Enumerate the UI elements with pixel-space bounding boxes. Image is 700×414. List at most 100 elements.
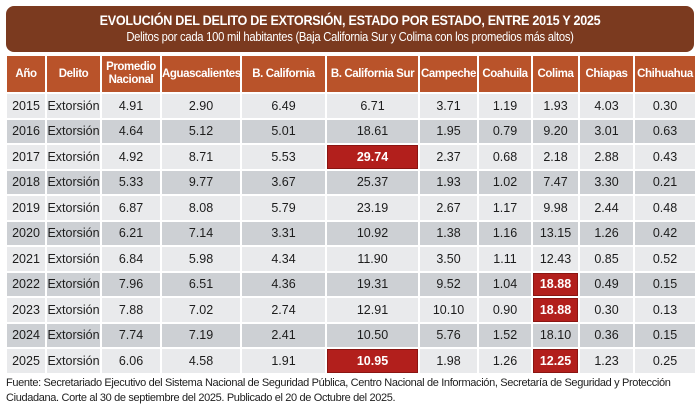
column-header: B. California bbox=[240, 54, 327, 94]
value-cell: 7.02 bbox=[160, 296, 242, 324]
value-cell: 0.90 bbox=[477, 296, 533, 324]
value-cell: 1.52 bbox=[477, 321, 533, 349]
value-cell: 10.10 bbox=[418, 296, 479, 324]
value-cell: 5.12 bbox=[160, 117, 242, 145]
value-cell: 4.91 bbox=[100, 92, 162, 120]
value-cell: 8.08 bbox=[160, 194, 242, 222]
table-row: 2020 Extorsión 6.21 7.14 3.31 10.92 1.38 1.16 13… bbox=[5, 219, 697, 247]
value-cell: 1.17 bbox=[477, 194, 533, 222]
value-cell: 9.77 bbox=[160, 168, 242, 196]
value-cell: 5.98 bbox=[160, 245, 242, 273]
value-cell: 5.33 bbox=[100, 168, 162, 196]
highlighted-cell: 29.74 bbox=[325, 143, 420, 171]
year-cell: 2025 bbox=[5, 347, 47, 375]
value-cell: 6.21 bbox=[100, 219, 162, 247]
highlighted-cell: 10.95 bbox=[325, 347, 420, 375]
year-cell: 2015 bbox=[5, 92, 47, 120]
value-cell: 0.79 bbox=[477, 117, 533, 145]
table-row: 2023 Extorsión 7.88 7.02 2.74 12.91 10.10 0.90 1… bbox=[5, 296, 697, 324]
value-cell: 1.93 bbox=[531, 92, 580, 120]
table-row: 2015 Extorsión 4.91 2.90 6.49 6.71 3.71 1.19 1.9… bbox=[5, 92, 697, 120]
column-header: Campeche bbox=[418, 54, 479, 94]
year-cell: 2017 bbox=[5, 143, 47, 171]
value-cell: 6.84 bbox=[100, 245, 162, 273]
value-cell: 6.06 bbox=[100, 347, 162, 375]
value-cell: 18.61 bbox=[325, 117, 420, 145]
value-cell: 23.19 bbox=[325, 194, 420, 222]
year-cell: 2021 bbox=[5, 245, 47, 273]
value-cell: 2.37 bbox=[418, 143, 479, 171]
value-cell: 0.15 bbox=[633, 321, 697, 349]
value-cell: 0.43 bbox=[633, 143, 697, 171]
value-cell: 0.36 bbox=[578, 321, 635, 349]
value-cell: 1.98 bbox=[418, 347, 479, 375]
value-cell: 1.26 bbox=[477, 347, 533, 375]
table-row: 2021 Extorsión 6.84 5.98 4.34 11.90 3.50 1.11 12… bbox=[5, 245, 697, 273]
value-cell: 2.90 bbox=[160, 92, 242, 120]
value-cell: 0.30 bbox=[633, 92, 697, 120]
value-cell: 6.51 bbox=[160, 270, 242, 298]
crime-cell: Extorsión bbox=[45, 321, 102, 349]
value-cell: 5.01 bbox=[240, 117, 327, 145]
column-header: Coahuila bbox=[477, 54, 533, 94]
value-cell: 3.71 bbox=[418, 92, 479, 120]
value-cell: 1.91 bbox=[240, 347, 327, 375]
title-banner: EVOLUCIÓN DEL DELITO DE EXTORSIÓN, ESTAD… bbox=[6, 6, 694, 52]
value-cell: 13.15 bbox=[531, 219, 580, 247]
value-cell: 7.88 bbox=[100, 296, 162, 324]
table-row: 2025 Extorsión 6.06 4.58 1.91 10.95 1.98 1.26 12… bbox=[5, 347, 697, 375]
value-cell: 18.10 bbox=[531, 321, 580, 349]
table-row: 2016 Extorsión 4.64 5.12 5.01 18.61 1.95 0.79 9.… bbox=[5, 117, 697, 145]
value-cell: 3.31 bbox=[240, 219, 327, 247]
value-cell: 5.79 bbox=[240, 194, 327, 222]
value-cell: 10.50 bbox=[325, 321, 420, 349]
value-cell: 1.93 bbox=[418, 168, 479, 196]
value-cell: 7.47 bbox=[531, 168, 580, 196]
value-cell: 12.43 bbox=[531, 245, 580, 273]
value-cell: 1.16 bbox=[477, 219, 533, 247]
value-cell: 9.98 bbox=[531, 194, 580, 222]
value-cell: 2.74 bbox=[240, 296, 327, 324]
value-cell: 0.42 bbox=[633, 219, 697, 247]
value-cell: 11.90 bbox=[325, 245, 420, 273]
column-header: Chiapas bbox=[578, 54, 635, 94]
value-cell: 1.02 bbox=[477, 168, 533, 196]
value-cell: 1.04 bbox=[477, 270, 533, 298]
crime-cell: Extorsión bbox=[45, 143, 102, 171]
value-cell: 1.26 bbox=[578, 219, 635, 247]
value-cell: 10.92 bbox=[325, 219, 420, 247]
value-cell: 0.85 bbox=[578, 245, 635, 273]
column-header: Promedio Nacional bbox=[100, 54, 162, 94]
value-cell: 4.34 bbox=[240, 245, 327, 273]
value-cell: 0.30 bbox=[578, 296, 635, 324]
value-cell: 2.88 bbox=[578, 143, 635, 171]
year-cell: 2019 bbox=[5, 194, 47, 222]
value-cell: 0.15 bbox=[633, 270, 697, 298]
value-cell: 2.44 bbox=[578, 194, 635, 222]
crime-cell: Extorsión bbox=[45, 194, 102, 222]
value-cell: 1.23 bbox=[578, 347, 635, 375]
year-cell: 2020 bbox=[5, 219, 47, 247]
crime-cell: Extorsión bbox=[45, 296, 102, 324]
source-footnote: Fuente: Secretariado Ejecutivo del Siste… bbox=[6, 377, 671, 404]
value-cell: 2.67 bbox=[418, 194, 479, 222]
highlighted-cell: 18.88 bbox=[531, 270, 580, 298]
value-cell: 4.64 bbox=[100, 117, 162, 145]
value-cell: 1.95 bbox=[418, 117, 479, 145]
crime-cell: Extorsión bbox=[45, 245, 102, 273]
value-cell: 3.01 bbox=[578, 117, 635, 145]
column-header: Colima bbox=[531, 54, 580, 94]
value-cell: 0.49 bbox=[578, 270, 635, 298]
value-cell: 7.19 bbox=[160, 321, 242, 349]
value-cell: 3.30 bbox=[578, 168, 635, 196]
crime-cell: Extorsión bbox=[45, 117, 102, 145]
crime-cell: Extorsión bbox=[45, 168, 102, 196]
value-cell: 3.67 bbox=[240, 168, 327, 196]
value-cell: 8.71 bbox=[160, 143, 242, 171]
value-cell: 5.53 bbox=[240, 143, 327, 171]
column-header: Año bbox=[5, 54, 47, 94]
value-cell: 0.52 bbox=[633, 245, 697, 273]
value-cell: 12.91 bbox=[325, 296, 420, 324]
value-cell: 6.71 bbox=[325, 92, 420, 120]
year-cell: 2016 bbox=[5, 117, 47, 145]
